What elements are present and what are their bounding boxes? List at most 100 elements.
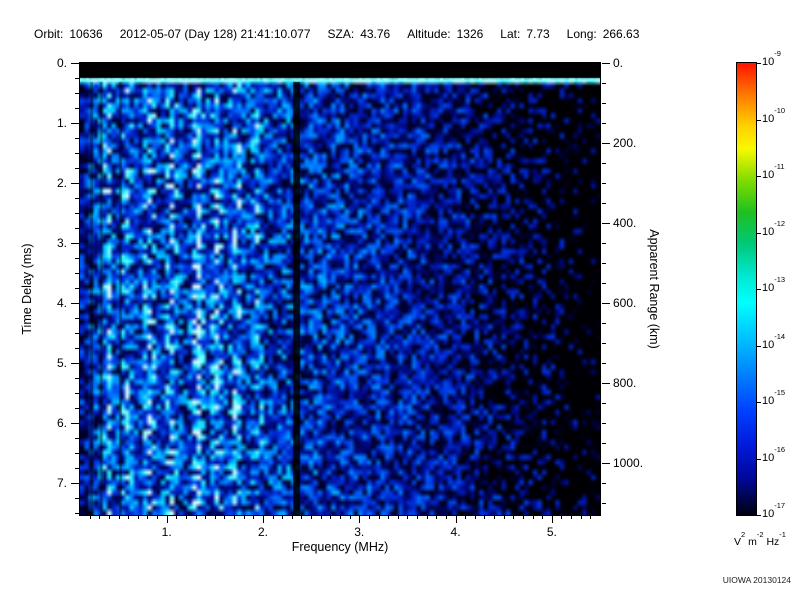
range-axis-tick	[602, 63, 610, 64]
y-axis-minor-tick	[75, 512, 79, 514]
range-tick-label: 200.	[613, 135, 637, 150]
header-value-datetime: 2012-05-07 (Day 128) 21:41:10.077	[119, 27, 311, 41]
x-axis-minor-tick	[426, 516, 428, 519]
x-axis-minor-tick	[205, 516, 207, 519]
x-axis-minor-tick	[532, 516, 534, 519]
range-tick-label: 0.	[613, 56, 624, 70]
y-axis-tick	[71, 242, 79, 244]
x-axis-tick	[262, 516, 264, 523]
x-axis-minor-tick	[513, 516, 515, 519]
x-axis-tick	[359, 516, 361, 523]
colorbar-tick	[757, 232, 761, 234]
x-axis-minor-tick	[465, 516, 467, 519]
header-label-longitude: Long:	[566, 27, 597, 41]
x-axis-minor-tick	[99, 516, 101, 519]
x-axis-minor-tick	[407, 516, 409, 519]
range-axis-minor-tick	[602, 182, 606, 184]
colorbar-tick-label: 10-15	[762, 388, 786, 407]
spectrogram-canvas	[80, 63, 600, 515]
y-axis-tick	[71, 63, 79, 64]
credit-text: UIOWA 20130124	[722, 575, 791, 585]
range-axis-minor-tick	[602, 482, 606, 484]
colorbar-unit: V2 m-2 Hz-1	[734, 529, 786, 548]
range-axis-minor-tick	[602, 402, 606, 404]
x-axis-minor-tick	[340, 516, 341, 519]
range-axis-minor-tick	[602, 442, 606, 444]
x-axis-minor-tick	[571, 516, 573, 519]
y-axis-minor-tick	[75, 452, 79, 454]
y-axis-minor-tick	[75, 392, 79, 394]
y-axis-minor-tick	[75, 92, 79, 94]
range-axis-minor-tick	[602, 342, 606, 344]
y-axis-tick	[71, 302, 79, 304]
x-axis-minor-tick	[320, 516, 322, 519]
y-axis-minor-tick	[75, 107, 79, 109]
range-axis-minor-tick	[602, 282, 606, 284]
unit-part: Hz-1	[763, 529, 786, 548]
range-axis-minor-tick	[602, 242, 606, 244]
y-tick-label: 7.	[56, 475, 67, 490]
x-axis-minor-tick	[561, 516, 563, 519]
x-axis-tick	[166, 516, 168, 523]
unit-part: m-2	[745, 529, 764, 548]
header-label-orbit: Orbit:	[34, 27, 64, 41]
x-axis-minor-tick	[378, 516, 380, 519]
x-axis-minor-tick	[118, 516, 120, 519]
y-axis-minor-tick	[75, 497, 79, 499]
y-axis-minor-tick	[75, 377, 79, 379]
y-axis-minor-tick	[75, 77, 79, 79]
y-axis-minor-tick	[75, 317, 79, 319]
x-axis-minor-tick	[388, 516, 390, 519]
range-axis-minor-tick	[602, 202, 606, 204]
y-axis-minor-tick	[75, 167, 79, 169]
y-axis-minor-tick	[75, 287, 79, 289]
x-tick-label: 1.	[161, 525, 172, 539]
header-value-orbit: 10636	[69, 27, 103, 41]
y-axis-minor-tick	[75, 332, 79, 334]
x-axis-minor-tick	[417, 516, 419, 519]
y-tick-label: 4.	[56, 295, 67, 310]
x-axis-minor-tick	[311, 516, 313, 519]
x-axis-minor-tick	[185, 516, 187, 519]
x-axis-minor-tick	[330, 516, 332, 519]
colorbar-tick-label: 10-16	[762, 444, 786, 464]
y-axis-minor-tick	[75, 467, 79, 469]
y-axis-minor-tick	[75, 227, 79, 229]
y-tick-label: 6.	[56, 415, 67, 430]
colorbar-tick	[757, 458, 761, 460]
colorbar-tick-label: 10-14	[762, 331, 786, 351]
colorbar-tick	[757, 63, 761, 64]
range-axis-minor-tick	[602, 162, 606, 164]
header-value-sza: 43.76	[360, 27, 391, 41]
colorbar-tick	[757, 345, 761, 347]
x-axis-minor-tick	[590, 516, 592, 519]
x-axis-minor-tick	[214, 516, 216, 519]
header-field-altitude: Altitude: 1326	[407, 27, 483, 41]
range-axis-tick	[602, 302, 610, 304]
range-tick-label: 1000.	[613, 455, 644, 470]
colorbar-tick	[757, 402, 761, 403]
colorbar-tick	[757, 176, 761, 177]
x-axis-minor-tick	[272, 516, 274, 519]
x-axis-minor-tick	[368, 516, 370, 519]
colorbar-tick-label: 10-17	[762, 501, 786, 520]
range-axis-minor-tick	[602, 102, 606, 104]
y-axis-tick	[71, 482, 79, 484]
colorbar-tick-label: 10-13	[762, 275, 786, 294]
colorbar	[736, 62, 757, 516]
range-axis-tick	[602, 382, 610, 384]
range-axis-minor-tick	[602, 122, 606, 124]
header-field-datetime: 2012-05-07 (Day 128) 21:41:10.077	[120, 27, 311, 41]
x-tick-label: 3.	[354, 525, 365, 539]
y-axis-minor-tick	[75, 212, 79, 214]
header-label-altitude: Altitude:	[407, 27, 451, 41]
x-axis-minor-tick	[542, 516, 544, 519]
x-axis-minor-tick	[282, 516, 284, 519]
x-axis-minor-tick	[108, 516, 110, 519]
x-axis-minor-tick	[137, 516, 139, 519]
y-axis-tick	[71, 422, 79, 424]
x-axis-minor-tick	[301, 516, 303, 519]
plot-frame	[79, 62, 601, 516]
y-axis-tick	[71, 182, 79, 184]
range-axis-tick	[602, 222, 610, 224]
